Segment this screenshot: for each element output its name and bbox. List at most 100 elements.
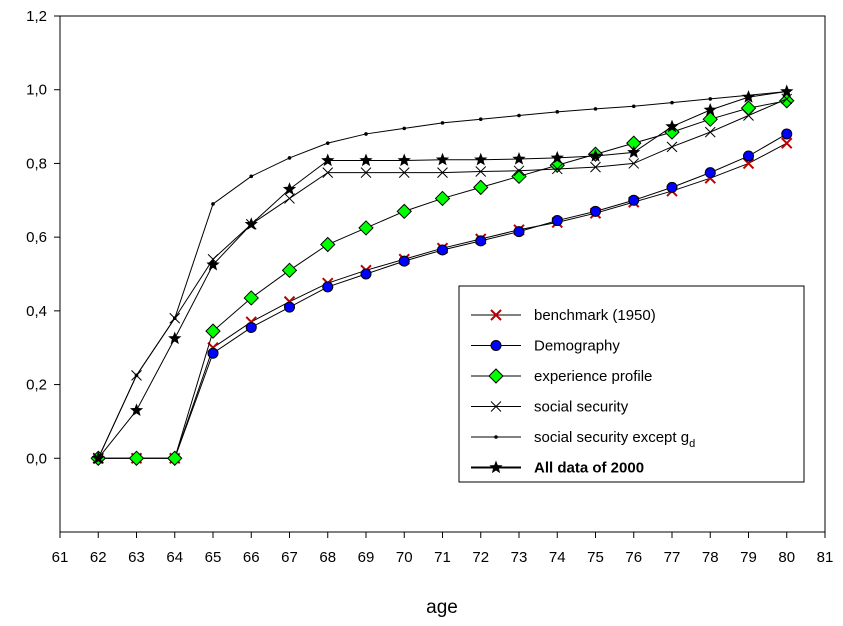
data-point — [512, 152, 526, 165]
legend-box — [458, 285, 805, 483]
legend-marker — [490, 309, 502, 321]
legend-label-text: Demography — [534, 338, 620, 355]
data-point — [628, 194, 640, 206]
data-point — [284, 193, 295, 204]
legend-label: All data of 2000 — [534, 460, 644, 477]
x-tick-label: 79 — [740, 549, 757, 566]
data-point — [243, 290, 259, 306]
data-point — [555, 110, 560, 114]
data-point — [627, 145, 641, 159]
x-tick-label: 81 — [817, 549, 834, 566]
data-point — [781, 137, 793, 149]
data-point — [91, 451, 105, 464]
x-tick-label: 72 — [472, 549, 489, 566]
data-point — [666, 141, 678, 153]
data-point — [398, 255, 410, 267]
legend-label-text: All data of 2000 — [534, 460, 644, 477]
legend-marker — [488, 368, 504, 384]
data-point — [207, 347, 219, 359]
legend-marker — [489, 460, 503, 474]
data-point — [631, 104, 636, 109]
legend-label: experience profile — [534, 368, 652, 385]
legend-label: Demography — [534, 338, 620, 355]
data-point — [513, 226, 525, 238]
y-tick-label: 0,2 — [26, 377, 47, 394]
data-point — [282, 182, 297, 195]
data-point — [322, 281, 334, 293]
data-point — [281, 262, 298, 279]
data-point — [364, 132, 368, 136]
data-point — [360, 268, 372, 280]
data-point — [511, 168, 527, 185]
data-point — [590, 161, 601, 173]
legend-label: benchmark (1950) — [534, 307, 656, 324]
data-point — [588, 149, 603, 162]
x-tick-label: 73 — [511, 549, 528, 566]
data-point — [665, 119, 679, 133]
data-point — [475, 166, 487, 177]
data-point — [249, 174, 254, 179]
series-5 — [91, 84, 794, 464]
data-point — [478, 117, 483, 121]
x-tick-label: 66 — [243, 549, 260, 566]
data-point — [590, 205, 601, 217]
data-point — [437, 244, 448, 256]
data-point — [325, 141, 330, 145]
data-point — [360, 167, 372, 178]
data-point — [128, 450, 145, 466]
legend-label-text: social security except g — [534, 429, 689, 446]
legend-label-text: benchmark (1950) — [534, 307, 656, 324]
data-point — [702, 111, 718, 127]
data-point — [670, 100, 674, 105]
data-point — [402, 126, 407, 131]
y-tick-label: 1,2 — [26, 8, 47, 25]
data-point — [473, 179, 489, 196]
legend-label-subscript: d — [689, 438, 695, 450]
legend-marker — [490, 340, 502, 351]
data-point — [397, 153, 411, 167]
data-point — [245, 321, 257, 333]
x-tick-label: 75 — [587, 549, 604, 566]
data-point — [708, 97, 713, 101]
data-point — [474, 152, 488, 166]
x-tick-label: 64 — [166, 549, 183, 566]
data-point — [440, 121, 445, 125]
x-axis-title: age — [426, 597, 458, 618]
x-tick-label: 71 — [434, 549, 451, 566]
data-point — [167, 450, 183, 466]
x-tick-label: 69 — [358, 549, 375, 566]
x-tick-label: 63 — [128, 549, 145, 566]
x-tick-label: 61 — [52, 549, 69, 566]
y-tick-label: 0,6 — [26, 229, 47, 246]
data-point — [206, 257, 220, 271]
data-point — [172, 316, 177, 321]
data-point — [704, 167, 716, 179]
y-tick-label: 0,4 — [26, 303, 47, 320]
data-point — [593, 107, 598, 111]
data-point — [398, 167, 410, 178]
data-point — [244, 217, 258, 230]
data-point — [287, 156, 292, 160]
y-tick-label: 1,0 — [26, 82, 47, 99]
data-point — [743, 110, 754, 121]
x-tick-label: 70 — [396, 549, 413, 566]
legend-label-text: experience profile — [534, 368, 652, 385]
data-point — [475, 235, 487, 247]
data-point — [666, 181, 678, 193]
data-point — [359, 153, 373, 167]
data-point — [129, 403, 144, 417]
data-point — [779, 93, 795, 109]
data-point — [358, 220, 374, 236]
x-tick-label: 62 — [90, 549, 107, 566]
x-tick-label: 68 — [319, 549, 336, 566]
data-point — [211, 202, 215, 206]
data-point — [396, 203, 412, 220]
data-point — [134, 373, 139, 378]
data-point — [781, 128, 793, 140]
x-tick-label: 80 — [778, 549, 795, 566]
data-point — [703, 102, 717, 116]
y-tick-label: 0,8 — [26, 155, 47, 172]
legend: benchmark (1950) Demography experience pro… — [458, 285, 805, 483]
x-tick-label: 67 — [281, 549, 298, 566]
